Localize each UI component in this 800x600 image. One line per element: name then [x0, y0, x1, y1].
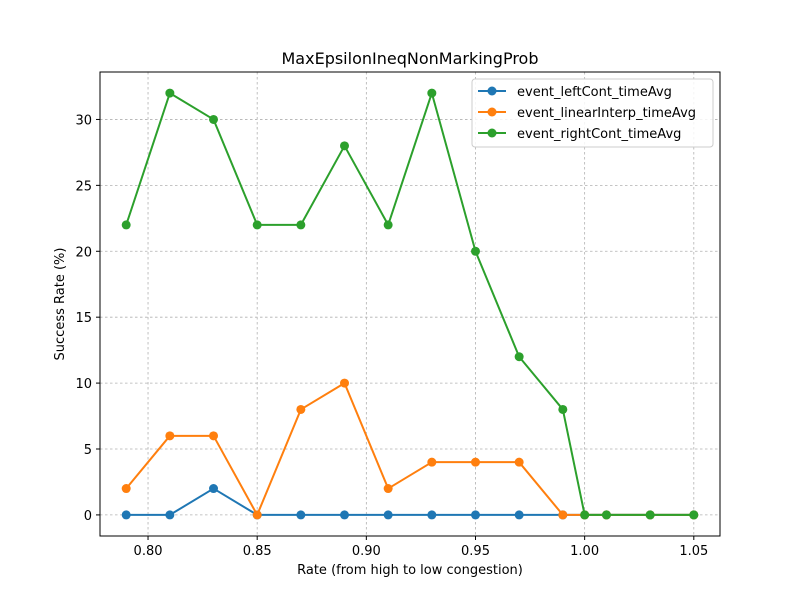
data-point — [427, 457, 437, 467]
series-event_rightCont_timeAvg — [121, 88, 699, 520]
y-tick-label: 0 — [84, 509, 92, 524]
x-tick-label: 1.05 — [679, 544, 708, 559]
x-tick-label: 0.80 — [134, 544, 163, 559]
data-point — [121, 510, 131, 520]
data-point — [470, 246, 480, 256]
y-axis-ticks: 0 5 10 15 20 25 30 — [75, 113, 100, 524]
data-point — [209, 114, 219, 124]
data-point — [514, 457, 524, 467]
data-point — [383, 510, 393, 520]
data-point — [514, 352, 524, 362]
data-point — [252, 510, 262, 520]
y-tick-label: 10 — [75, 377, 92, 392]
legend-box — [471, 78, 714, 148]
y-tick-label: 15 — [75, 311, 92, 326]
data-point — [558, 510, 568, 520]
y-tick-label: 25 — [75, 179, 92, 194]
data-point — [165, 431, 175, 441]
data-point — [645, 510, 655, 520]
series-layer — [121, 88, 699, 520]
legend-item: event_leftCont_timeAvg — [478, 85, 672, 100]
data-point — [340, 141, 350, 151]
legend-marker — [487, 128, 497, 138]
data-point — [601, 510, 611, 520]
data-point — [209, 484, 219, 494]
chart-title: MaxEpsilonIneqNonMarkingProb — [282, 49, 539, 68]
x-axis-label: Rate (from high to low congestion) — [297, 563, 523, 578]
data-point — [340, 510, 350, 520]
legend-item: event_linearInterp_timeAvg — [478, 106, 696, 121]
plot-frame — [99, 71, 721, 537]
y-tick-label: 30 — [75, 113, 92, 128]
legend-label: event_leftCont_timeAvg — [517, 85, 672, 100]
series-line — [125, 92, 694, 516]
data-point — [383, 484, 393, 494]
data-point — [121, 220, 131, 230]
data-point — [580, 510, 590, 520]
data-point — [296, 510, 306, 520]
x-tick-label: 0.95 — [461, 544, 490, 559]
data-point — [252, 220, 262, 230]
data-point — [340, 378, 350, 388]
data-point — [427, 88, 437, 98]
data-point — [427, 510, 437, 520]
data-point — [689, 510, 699, 520]
data-point — [165, 88, 175, 98]
legend-item: event_rightCont_timeAvg — [478, 127, 681, 142]
legend: event_leftCont_timeAvg event_linearInterp… — [471, 78, 714, 148]
y-axis-label: Success Rate (%) — [53, 248, 68, 361]
legend-marker — [487, 86, 497, 96]
series-line — [126, 487, 694, 516]
data-point — [296, 404, 306, 414]
data-point — [470, 510, 480, 520]
data-point — [296, 220, 306, 230]
data-point — [121, 484, 131, 494]
data-point — [514, 510, 524, 520]
x-tick-label: 1.00 — [570, 544, 599, 559]
x-axis-ticks: 0.80 0.85 0.90 0.95 1.00 1.05 — [134, 536, 708, 559]
legend-label: event_linearInterp_timeAvg — [517, 106, 696, 121]
x-tick-label: 0.90 — [352, 544, 381, 559]
data-point — [383, 220, 393, 230]
data-point — [558, 404, 568, 414]
data-point — [209, 431, 219, 441]
legend-marker — [487, 107, 497, 117]
x-tick-label: 0.85 — [243, 544, 272, 559]
y-tick-label: 5 — [84, 443, 92, 458]
data-point — [470, 457, 480, 467]
legend-label: event_rightCont_timeAvg — [517, 127, 681, 142]
data-point — [165, 510, 175, 520]
y-tick-label: 20 — [75, 245, 92, 260]
